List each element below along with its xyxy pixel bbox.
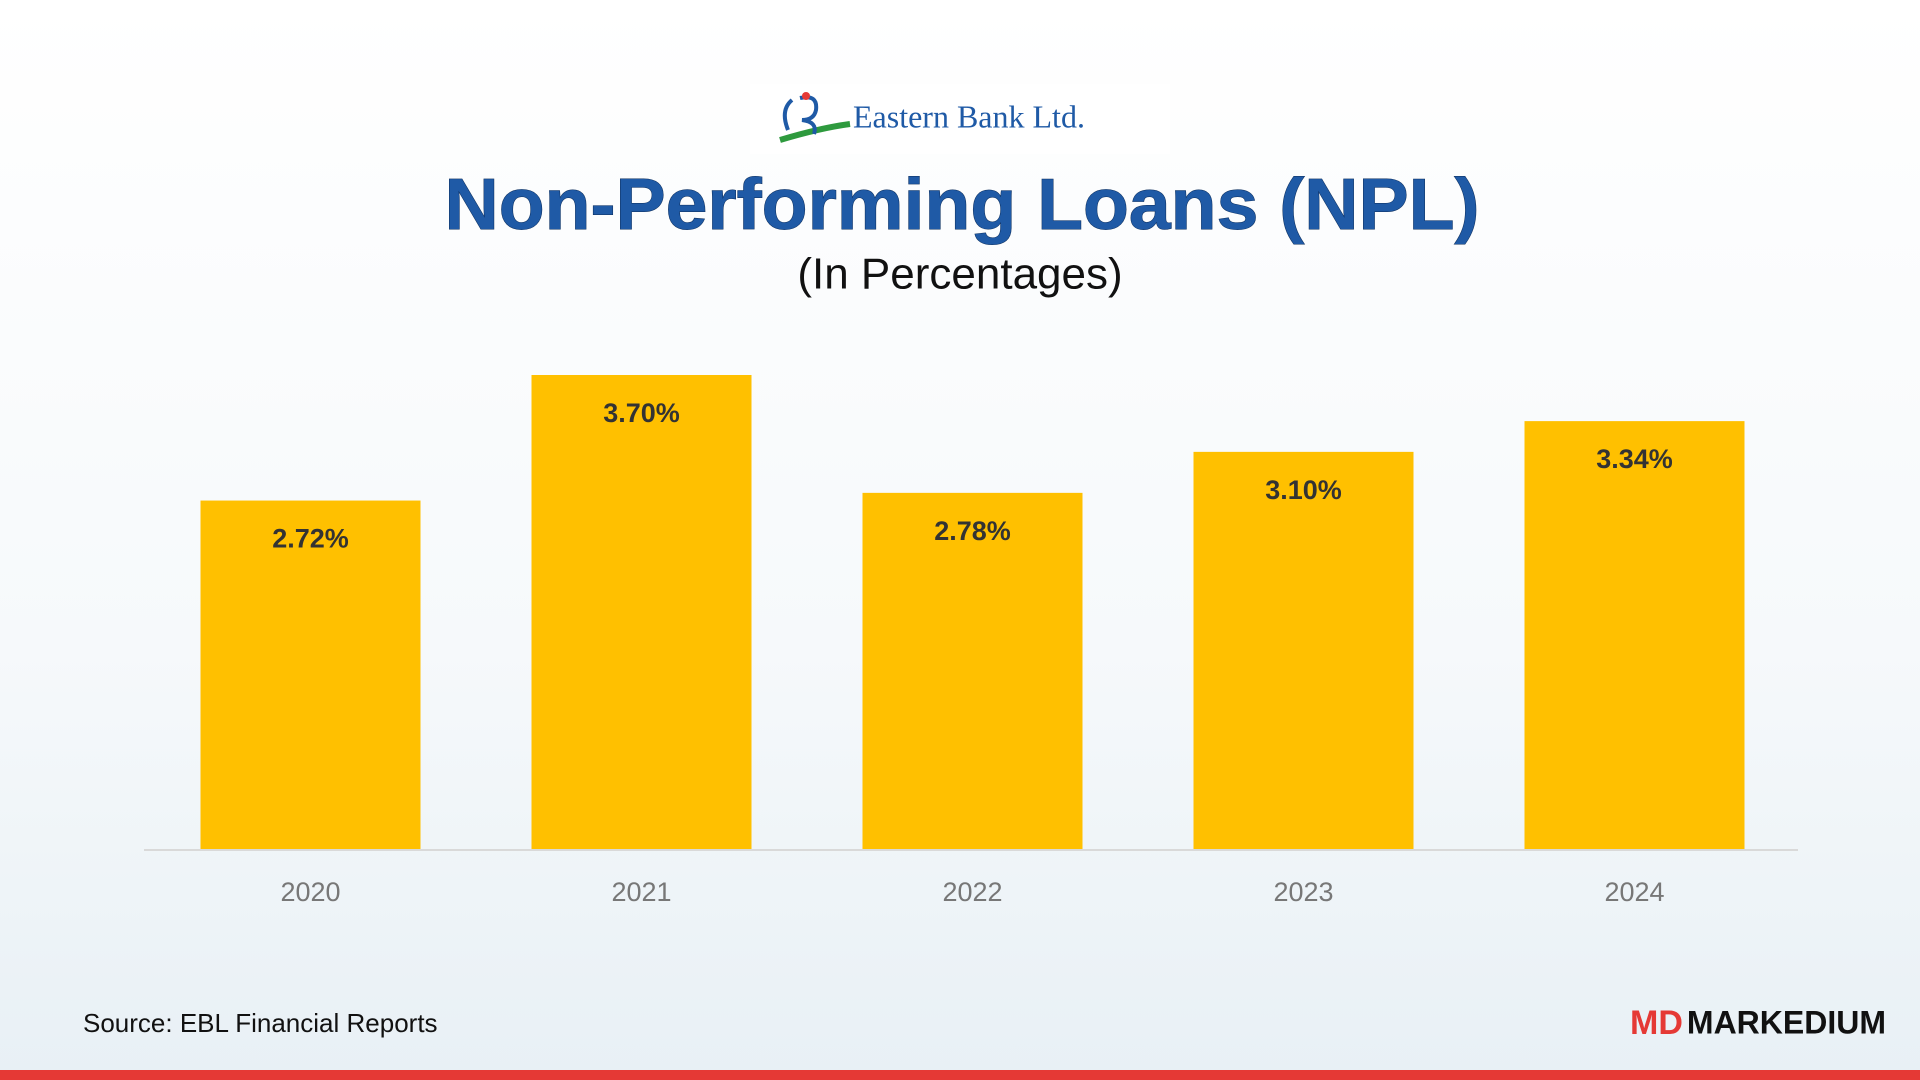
bank-logo-icon (779, 92, 851, 143)
value-label: 3.10% (1265, 475, 1342, 505)
value-label: 3.34% (1596, 444, 1673, 474)
value-label: 3.70% (603, 398, 680, 428)
chart-title: Non-Performing Loans (NPL) (445, 165, 1480, 245)
brand-mark: MD (1630, 1004, 1683, 1042)
bar (200, 500, 421, 849)
x-tick-label: 2024 (1604, 877, 1664, 907)
plot: 2.72% 2020 3.70% 2021 2.78% 2022 3.10% 2023 3.34… (200, 375, 1745, 907)
bar (531, 375, 752, 849)
value-label: 2.78% (934, 516, 1011, 546)
logo-box (750, 84, 1170, 154)
x-tick-label: 2021 (611, 877, 671, 907)
logo-text: Eastern Bank Ltd. (853, 98, 1085, 134)
source: Source: EBL Financial Reports (83, 1008, 438, 1038)
x-tick-label: 2023 (1273, 877, 1333, 907)
x-tick-label: 2020 (280, 877, 340, 907)
chart-subtitle: (In Percentages) (797, 250, 1122, 299)
bar (1193, 451, 1414, 849)
bottom-bar (0, 1070, 1920, 1080)
bar (1524, 421, 1745, 849)
value-label: 2.72% (272, 524, 349, 554)
bar (862, 492, 1083, 849)
x-tick-label: 2022 (942, 877, 1002, 907)
brand-name: MARKEDIUM (1687, 1004, 1886, 1040)
